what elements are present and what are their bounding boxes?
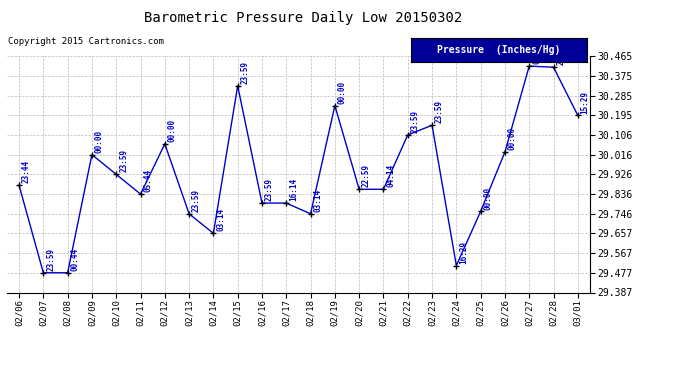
Text: 05:44: 05:44 [144,169,152,192]
Text: 00:00: 00:00 [338,81,347,104]
Text: 00:00: 00:00 [532,41,541,64]
Text: 03:14: 03:14 [216,209,226,231]
Text: 23:59: 23:59 [119,149,128,172]
Text: 00:00: 00:00 [484,186,493,210]
Text: Copyright 2015 Cartronics.com: Copyright 2015 Cartronics.com [8,38,164,46]
Text: 23:59: 23:59 [411,110,420,133]
Text: 23:59: 23:59 [192,189,201,212]
Text: 23:59: 23:59 [556,42,565,65]
Text: 23:59: 23:59 [435,100,444,123]
Text: 00:44: 00:44 [70,248,79,271]
Text: 00:00: 00:00 [168,119,177,142]
Text: 00:00: 00:00 [508,127,517,150]
Text: 03:14: 03:14 [313,189,322,212]
Text: 23:44: 23:44 [22,160,31,183]
Text: 23:59: 23:59 [46,248,55,271]
Text: 23:59: 23:59 [241,61,250,84]
Text: Pressure  (Inches/Hg): Pressure (Inches/Hg) [437,45,560,55]
Text: 23:59: 23:59 [265,178,274,201]
Text: 22:59: 22:59 [362,164,371,188]
Text: 15:29: 15:29 [581,90,590,114]
Text: 04:14: 04:14 [386,164,395,188]
Text: Barometric Pressure Daily Low 20150302: Barometric Pressure Daily Low 20150302 [144,11,463,25]
Text: 00:00: 00:00 [95,130,103,153]
Text: 16:29: 16:29 [460,240,469,264]
Text: 16:14: 16:14 [289,178,298,201]
